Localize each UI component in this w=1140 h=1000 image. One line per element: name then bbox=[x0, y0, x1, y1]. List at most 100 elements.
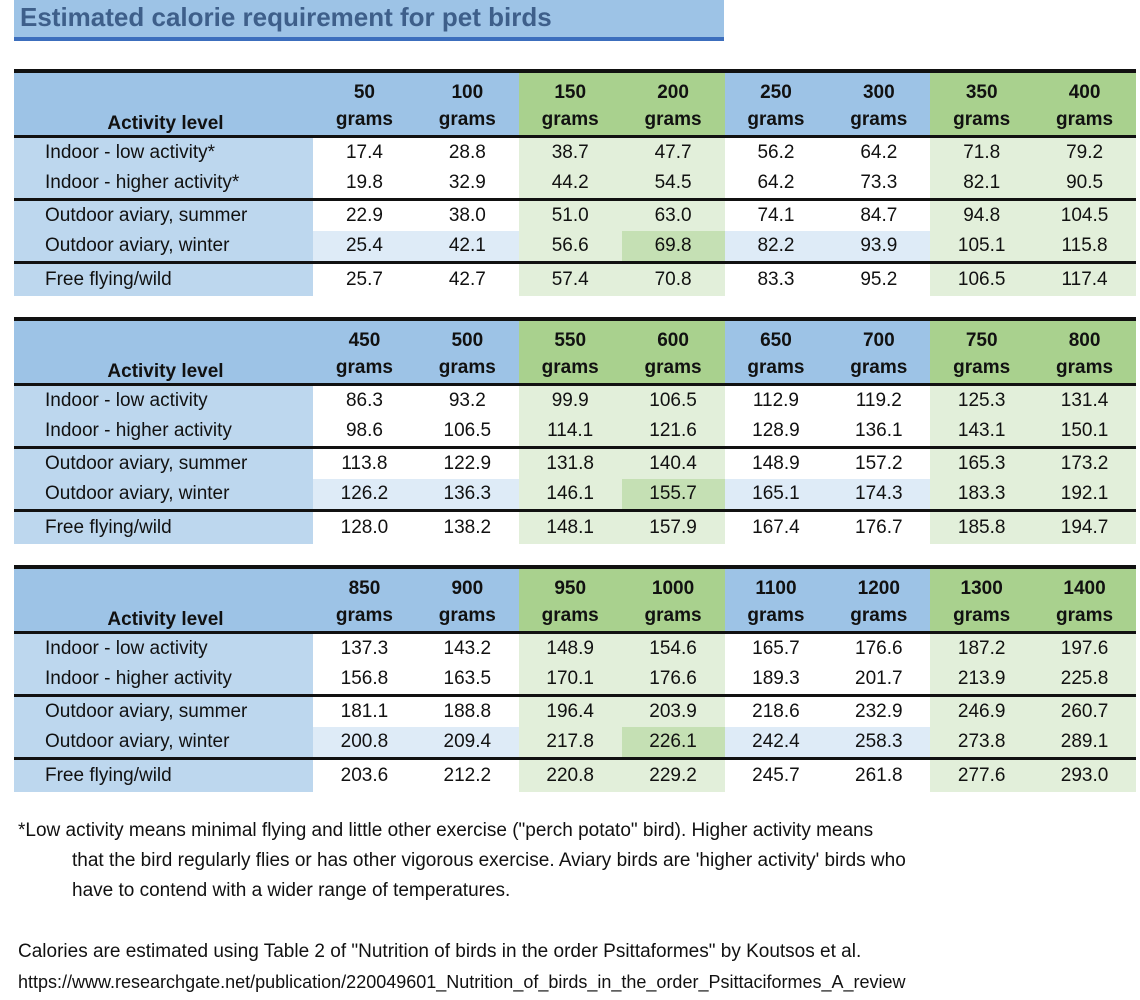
activity-label: Outdoor aviary, winter bbox=[14, 727, 313, 759]
calorie-value: 42.1 bbox=[415, 231, 519, 263]
calorie-value: 189.3 bbox=[724, 664, 828, 696]
calorie-value: 44.2 bbox=[518, 168, 622, 200]
calorie-value: 93.2 bbox=[415, 384, 519, 416]
table-row: Indoor - higher activity 156.8 163.5 170.1 1… bbox=[14, 664, 1136, 696]
calorie-value: 64.2 bbox=[724, 168, 828, 200]
weight-header: 300 bbox=[827, 69, 931, 104]
unit-header: grams bbox=[1033, 104, 1136, 138]
calorie-value: 232.9 bbox=[827, 694, 931, 727]
page-title: Estimated calorie requirement for pet bi… bbox=[20, 2, 552, 32]
calorie-value: 173.2 bbox=[1033, 446, 1136, 479]
unit-header: grams bbox=[621, 600, 725, 634]
calorie-value: 74.1 bbox=[724, 198, 828, 231]
unit-header: grams bbox=[518, 104, 622, 138]
calorie-value: 19.8 bbox=[313, 168, 416, 200]
header-corner bbox=[14, 69, 313, 104]
calorie-value: 146.1 bbox=[518, 479, 622, 511]
weight-header: 550 bbox=[518, 317, 622, 352]
calorie-value: 104.5 bbox=[1033, 198, 1136, 231]
calorie-value: 136.1 bbox=[827, 416, 931, 448]
calorie-value: 22.9 bbox=[313, 198, 416, 231]
weight-header: 600 bbox=[621, 317, 725, 352]
calorie-value: 112.9 bbox=[724, 384, 828, 416]
activity-label: Free flying/wild bbox=[14, 757, 313, 792]
calorie-value: 196.4 bbox=[518, 694, 622, 727]
calorie-value: 148.9 bbox=[724, 446, 828, 479]
unit-header: grams bbox=[1033, 352, 1136, 386]
calorie-value: 32.9 bbox=[415, 168, 519, 200]
table-row: Outdoor aviary, summer 181.1 188.8 196.4 203… bbox=[14, 694, 1136, 727]
activity-label: Outdoor aviary, winter bbox=[14, 479, 313, 511]
calorie-value: 245.7 bbox=[724, 757, 828, 792]
calorie-value: 212.2 bbox=[415, 757, 519, 792]
unit-header: grams bbox=[415, 104, 519, 138]
calorie-value: 57.4 bbox=[518, 261, 622, 296]
calorie-value: 261.8 bbox=[827, 757, 931, 792]
activity-label: Indoor - higher activity* bbox=[14, 168, 313, 200]
unit-header: grams bbox=[930, 600, 1034, 634]
calorie-value: 56.6 bbox=[518, 231, 622, 263]
weight-header: 800 bbox=[1033, 317, 1136, 352]
activity-label: Indoor - low activity* bbox=[14, 136, 313, 168]
activity-label: Indoor - low activity bbox=[14, 632, 313, 664]
table-row: Outdoor aviary, winter 25.4 42.1 56.6 69.8 82… bbox=[14, 231, 1136, 263]
calorie-value: 131.8 bbox=[518, 446, 622, 479]
unit-header: grams bbox=[313, 104, 416, 138]
calorie-value: 226.1 bbox=[621, 727, 725, 759]
calorie-value: 150.1 bbox=[1033, 416, 1136, 448]
unit-header: grams bbox=[313, 600, 416, 634]
calorie-value: 203.6 bbox=[313, 757, 416, 792]
table-row: Indoor - low activity 137.3 143.2 148.9 154.… bbox=[14, 632, 1136, 664]
calorie-value: 64.2 bbox=[827, 136, 931, 168]
calorie-value: 148.9 bbox=[518, 632, 622, 664]
calorie-value: 17.4 bbox=[313, 136, 416, 168]
calorie-value: 260.7 bbox=[1033, 694, 1136, 727]
table-row: Indoor - higher activity* 19.8 32.9 44.2 54.… bbox=[14, 168, 1136, 200]
calorie-value: 246.9 bbox=[930, 694, 1034, 727]
activity-level-header: Activity level bbox=[14, 104, 313, 138]
table-row: Outdoor aviary, summer 113.8 122.9 131.8 140… bbox=[14, 446, 1136, 479]
calorie-value: 28.8 bbox=[415, 136, 519, 168]
calorie-value: 125.3 bbox=[930, 384, 1034, 416]
calorie-value: 225.8 bbox=[1033, 664, 1136, 696]
table-row: Outdoor aviary, winter 126.2 136.3 146.1 155… bbox=[14, 479, 1136, 511]
calorie-value: 136.3 bbox=[415, 479, 519, 511]
weight-header: 900 bbox=[415, 565, 519, 600]
calorie-value: 137.3 bbox=[313, 632, 416, 664]
calorie-value: 176.6 bbox=[827, 632, 931, 664]
calorie-value: 273.8 bbox=[930, 727, 1034, 759]
unit-header: grams bbox=[415, 352, 519, 386]
calorie-value: 38.0 bbox=[415, 198, 519, 231]
activity-label: Indoor - low activity bbox=[14, 384, 313, 416]
calorie-value: 94.8 bbox=[930, 198, 1034, 231]
calorie-value: 148.1 bbox=[518, 509, 622, 544]
calorie-value: 217.8 bbox=[518, 727, 622, 759]
table-row: Outdoor aviary, summer 22.9 38.0 51.0 63.0 74… bbox=[14, 198, 1136, 231]
calorie-value: 143.1 bbox=[930, 416, 1034, 448]
calorie-value: 117.4 bbox=[1033, 261, 1136, 296]
weight-header: 850 bbox=[313, 565, 416, 600]
table-row: Free flying/wild 203.6 212.2 220.8 229.2 245.… bbox=[14, 757, 1136, 792]
activity-label: Outdoor aviary, summer bbox=[14, 694, 313, 727]
unit-header: grams bbox=[415, 600, 519, 634]
calorie-value: 82.2 bbox=[724, 231, 828, 263]
calorie-value: 95.2 bbox=[827, 261, 931, 296]
calorie-value: 194.7 bbox=[1033, 509, 1136, 544]
calorie-value: 203.9 bbox=[621, 694, 725, 727]
calorie-value: 143.2 bbox=[415, 632, 519, 664]
calorie-value: 176.7 bbox=[827, 509, 931, 544]
source-text: Calories are estimated using Table 2 of … bbox=[18, 941, 862, 962]
calorie-value: 174.3 bbox=[827, 479, 931, 511]
calorie-value: 113.8 bbox=[313, 446, 416, 479]
calorie-value: 156.8 bbox=[313, 664, 416, 696]
footnote-line-2: that the bird regularly flies or has oth… bbox=[72, 850, 906, 871]
footnote-line-3: have to contend with a wider range of te… bbox=[72, 880, 511, 901]
source-url: https://www.researchgate.net/publication… bbox=[18, 972, 906, 992]
calorie-value: 185.8 bbox=[930, 509, 1034, 544]
activity-label: Free flying/wild bbox=[14, 261, 313, 296]
calorie-value: 183.3 bbox=[930, 479, 1034, 511]
calorie-value: 209.4 bbox=[415, 727, 519, 759]
calorie-value: 105.1 bbox=[930, 231, 1034, 263]
calorie-value: 121.6 bbox=[621, 416, 725, 448]
weight-header: 500 bbox=[415, 317, 519, 352]
